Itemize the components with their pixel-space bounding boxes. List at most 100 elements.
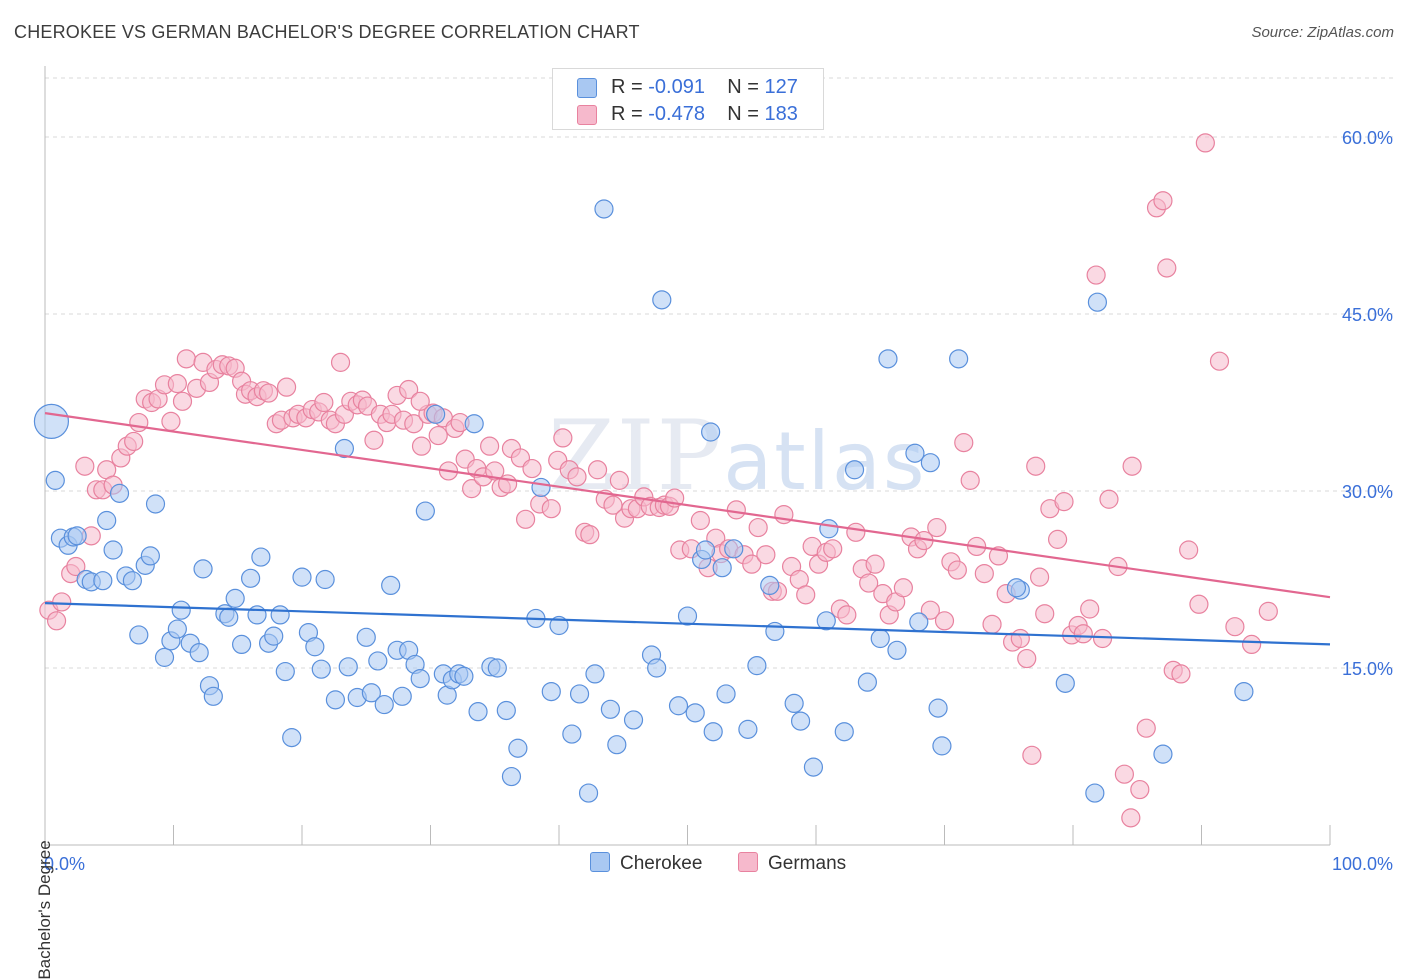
point-cherokee: [857, 672, 878, 692]
point-germans: [124, 431, 144, 452]
point-germans: [1157, 258, 1177, 278]
point-germans: [567, 467, 587, 487]
point-cherokee: [747, 656, 767, 676]
point-germans: [485, 461, 505, 481]
y-axis-label: Bachelor's Degree: [35, 840, 54, 980]
point-germans: [1026, 456, 1046, 476]
point-cherokee: [501, 766, 522, 787]
point-germans: [982, 614, 1002, 634]
point-cherokee: [932, 736, 952, 756]
point-cherokee: [585, 664, 605, 684]
point-germans: [726, 500, 746, 520]
point-germans: [1130, 779, 1150, 800]
legend-text-germans: R = -0.478 N = 183: [611, 103, 798, 126]
x-tick-label-min: 0.0%: [44, 854, 85, 874]
point-cherokee: [454, 666, 474, 686]
point-cherokee: [219, 607, 239, 627]
legend-n-label: N =: [727, 103, 759, 125]
point-germans: [1029, 567, 1050, 587]
point-germans: [1258, 601, 1278, 621]
point-cherokee: [305, 637, 325, 657]
point-germans: [1121, 808, 1141, 828]
y-tick-label: 60.0%: [1342, 128, 1393, 148]
point-cherokee: [844, 460, 865, 480]
point-germans: [756, 545, 776, 565]
point-cherokee: [562, 724, 582, 744]
point-cherokee: [251, 547, 271, 567]
point-germans: [846, 522, 866, 542]
point-germans: [1189, 594, 1209, 614]
y-tick-label: 15.0%: [1342, 659, 1393, 679]
point-cherokee: [549, 615, 569, 636]
point-cherokee: [803, 757, 824, 777]
point-cherokee: [623, 710, 644, 730]
point-germans: [1073, 624, 1093, 644]
point-cherokee: [93, 571, 113, 591]
point-cherokee: [928, 698, 948, 718]
point-cherokee: [334, 438, 355, 459]
point-cherokee: [338, 657, 358, 677]
point-germans: [823, 539, 843, 559]
point-germans: [1242, 634, 1262, 655]
point-cherokee: [415, 501, 435, 521]
point-cherokee: [716, 684, 736, 704]
point-germans: [865, 554, 885, 574]
point-cherokee: [167, 619, 187, 639]
point-germans: [1099, 489, 1119, 509]
legend-r-label: R =: [611, 103, 643, 125]
point-germans: [1195, 133, 1215, 153]
point-germans: [364, 430, 384, 450]
point-germans: [276, 377, 297, 397]
point-cherokee: [760, 575, 780, 596]
x-tick-label-max: 100.0%: [1332, 854, 1393, 874]
legend-n-value: 127: [764, 76, 798, 98]
point-germans: [1122, 456, 1142, 476]
point-cherokee: [311, 659, 331, 679]
point-cherokee: [1055, 673, 1075, 693]
point-germans: [161, 411, 181, 431]
point-cherokee: [464, 414, 484, 434]
trendline-germans: [44, 412, 1331, 599]
point-cherokee: [816, 611, 836, 631]
legend-n-label: N =: [727, 76, 759, 98]
point-germans: [553, 428, 573, 448]
point-cherokee: [103, 540, 123, 560]
point-germans: [1225, 617, 1245, 637]
point-cherokee: [282, 728, 302, 748]
point-cherokee: [790, 711, 811, 731]
point-cherokee: [905, 443, 925, 463]
legend-r-value: -0.091: [648, 76, 705, 98]
point-germans: [172, 391, 193, 411]
point-germans: [609, 470, 629, 490]
y-tick-label: 45.0%: [1342, 305, 1393, 325]
point-germans: [960, 470, 980, 490]
point-germans: [1114, 764, 1135, 784]
bottom-legend-swatch-germans: [738, 852, 758, 872]
point-cherokee: [361, 683, 381, 703]
point-germans: [954, 433, 974, 453]
point-cherokee: [426, 404, 446, 424]
point-cherokee: [949, 349, 969, 369]
point-germans: [927, 517, 947, 538]
point-cherokee: [241, 568, 261, 588]
point-germans: [748, 517, 768, 538]
correlation-legend: R = -0.091 N = 127 R = -0.478 N = 183: [552, 68, 824, 130]
point-cherokee: [1153, 744, 1173, 764]
point-cherokee: [468, 702, 488, 722]
point-cherokee: [569, 684, 590, 704]
point-germans: [522, 458, 542, 479]
point-cherokee: [677, 606, 698, 626]
point-cherokee: [701, 422, 721, 442]
point-cherokee: [154, 647, 175, 667]
point-germans: [1171, 664, 1191, 684]
point-cherokee: [685, 703, 705, 723]
legend-n-value: 183: [764, 103, 798, 125]
point-germans: [837, 605, 857, 625]
point-cherokee: [122, 571, 142, 591]
point-cherokee: [410, 669, 430, 689]
point-germans: [974, 563, 994, 584]
bottom-legend-germans: Germans: [738, 852, 846, 878]
legend-r-value: -0.478: [648, 103, 705, 125]
point-germans: [410, 391, 430, 411]
point-cherokee: [695, 540, 716, 560]
